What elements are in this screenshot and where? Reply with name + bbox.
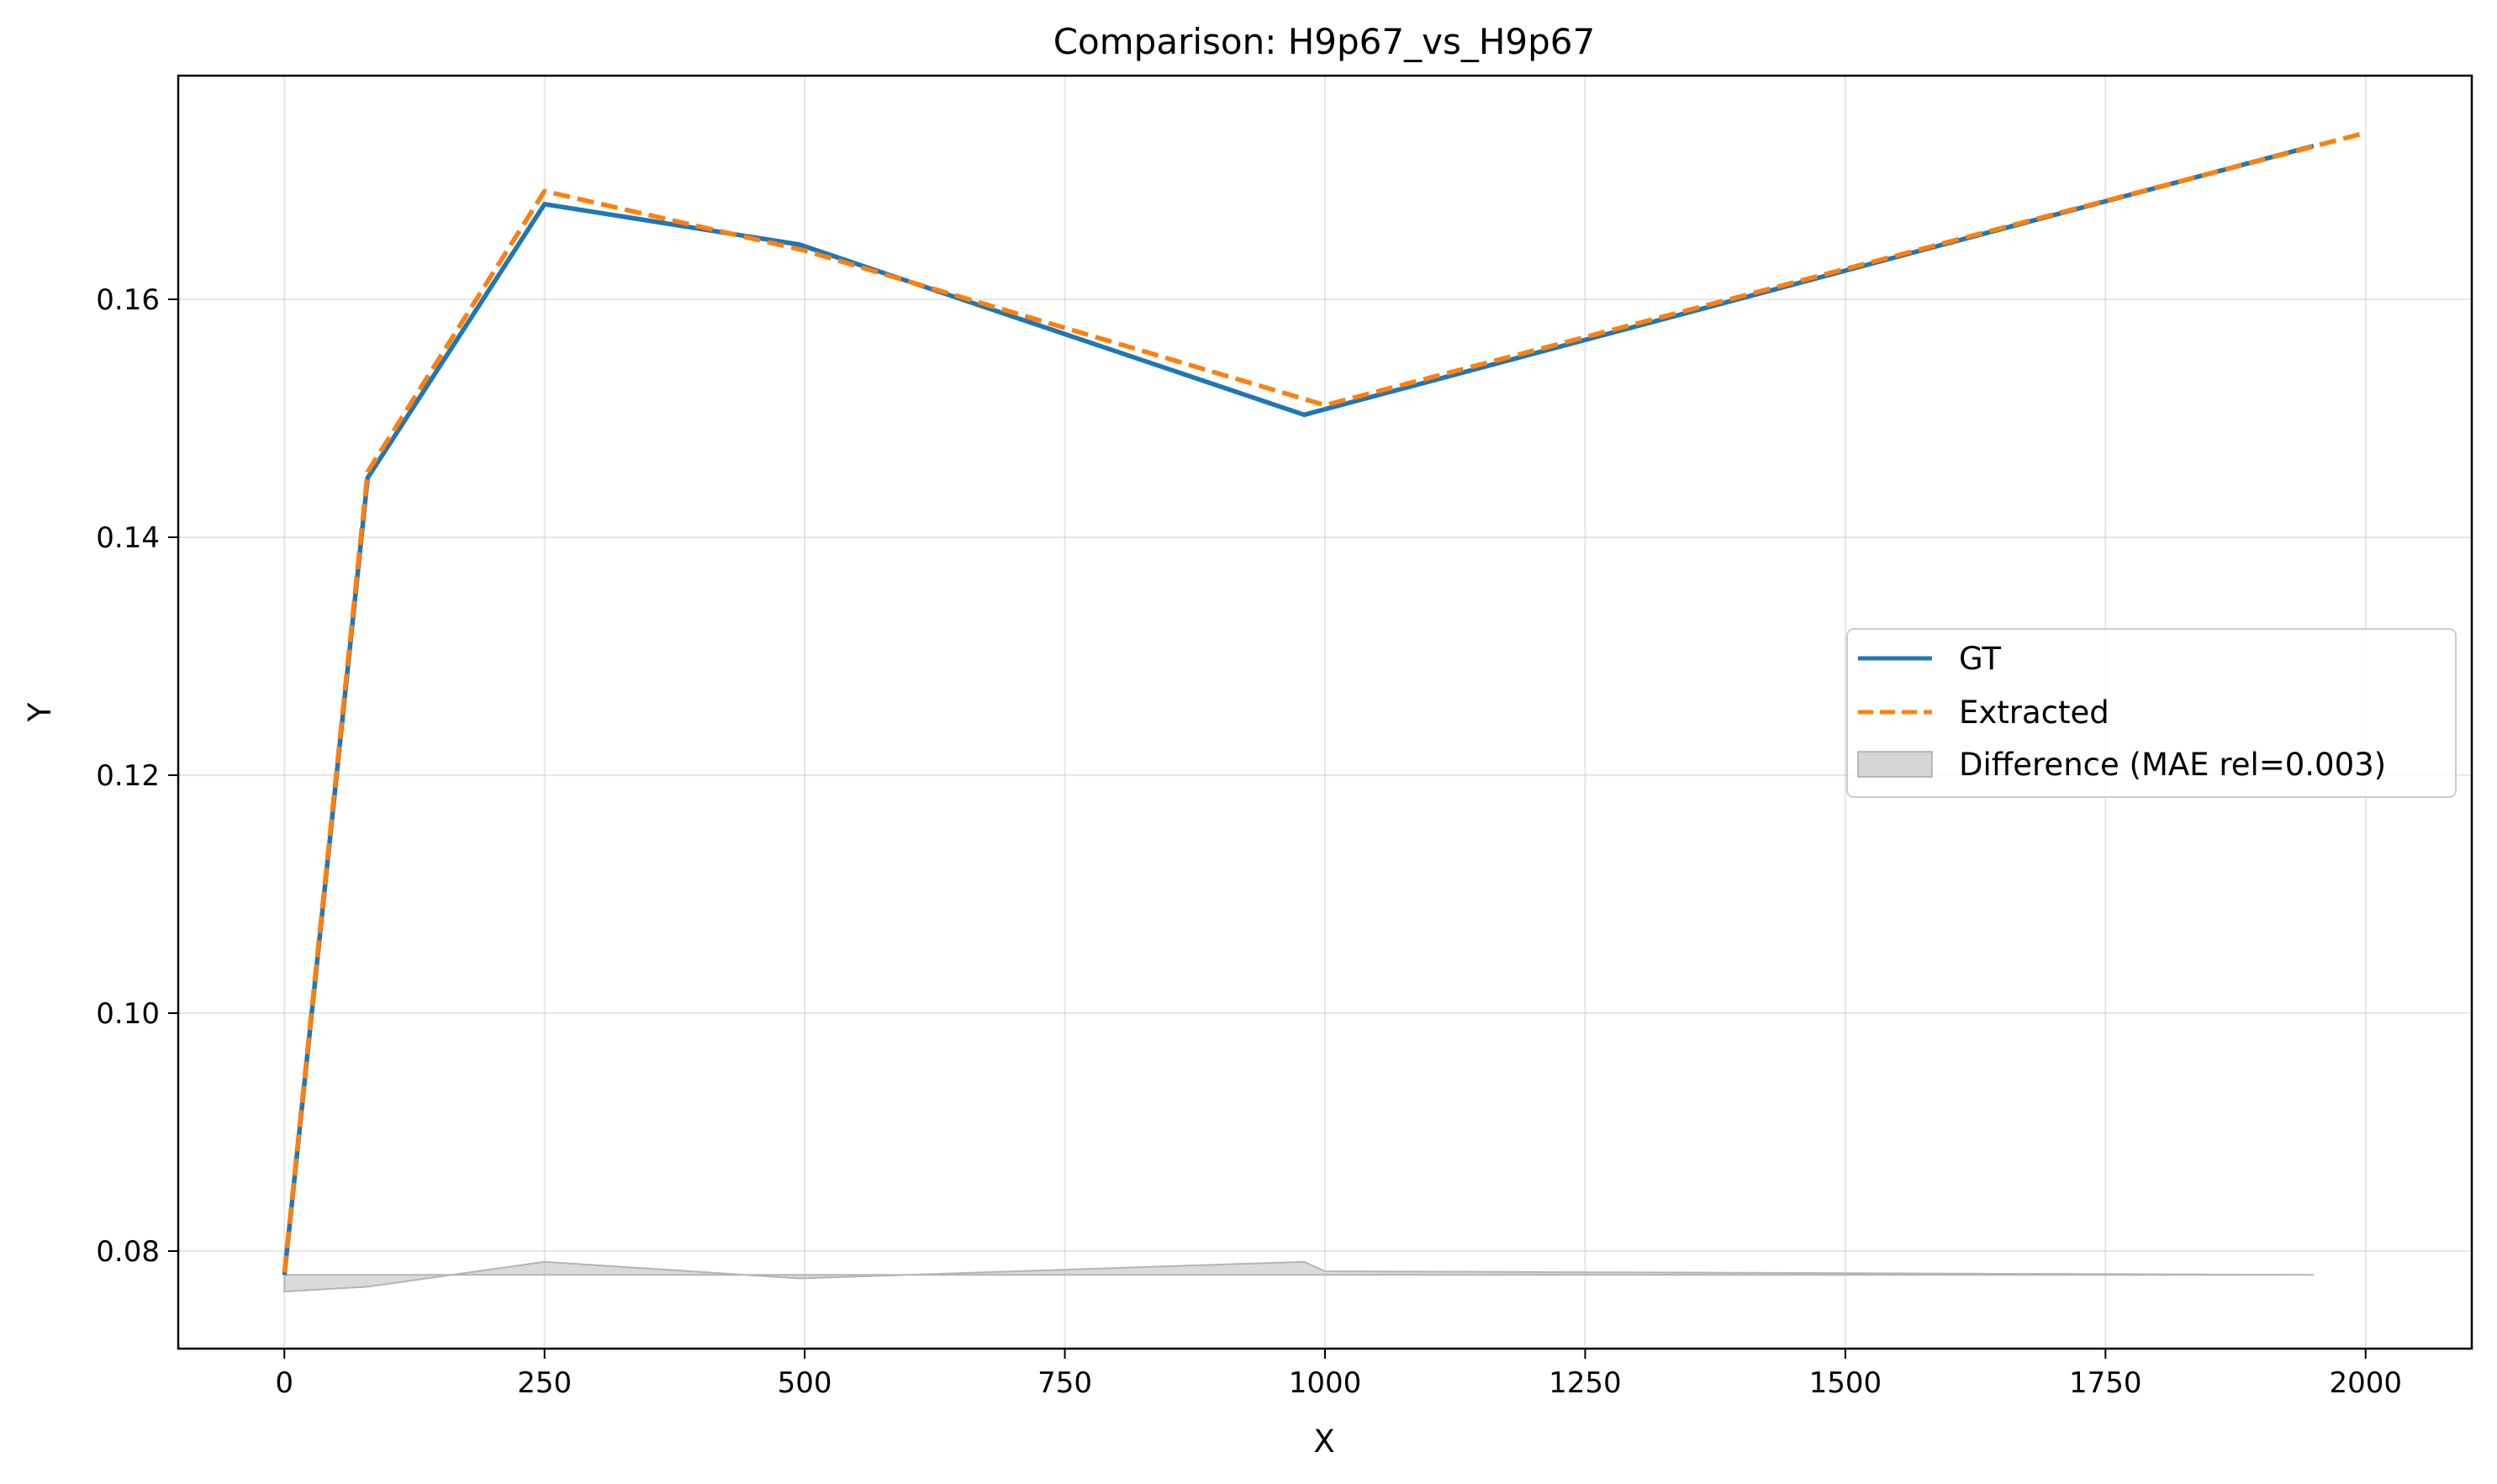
legend: GT Extracted Difference (MAE rel=0.003) xyxy=(1846,628,2457,798)
legend-box xyxy=(1846,628,2457,798)
x-tick-label: 1500 xyxy=(1809,1366,1882,1400)
chart-title: Comparison: H9p67_vs_H9p67 xyxy=(1053,21,1596,62)
y-tick-label: 0.10 xyxy=(96,997,160,1031)
legend-difference-label: Difference (MAE rel=0.003) xyxy=(1959,747,2386,783)
legend-difference-swatch xyxy=(1857,751,1933,778)
x-axis-label: X xyxy=(1313,1423,1334,1460)
x-tick-label: 1000 xyxy=(1289,1366,1362,1400)
difference-layer xyxy=(283,1260,2314,1293)
x-tick-label: 0 xyxy=(275,1366,293,1400)
x-tick-label: 1750 xyxy=(2069,1366,2142,1400)
series-layer xyxy=(282,130,2367,1275)
y-axis-label: Y xyxy=(22,702,58,722)
x-tick-label: 500 xyxy=(778,1366,832,1400)
x-tick-label: 2000 xyxy=(2329,1366,2402,1400)
x-tick-label: 1250 xyxy=(1549,1366,1622,1400)
series-line-extracted xyxy=(282,130,2367,1273)
difference-area xyxy=(283,1260,2314,1293)
y-tick-label: 0.16 xyxy=(96,283,160,317)
y-tick-label: 0.08 xyxy=(96,1235,160,1269)
x-tick-label: 750 xyxy=(1037,1366,1092,1400)
y-tick-label: 0.14 xyxy=(96,521,160,555)
legend-extracted-label: Extracted xyxy=(1959,694,2109,731)
x-axis-ticks: 0 250 500 750 1000 1250 1500 1750 2000 xyxy=(275,1349,2402,1400)
legend-gt-label: GT xyxy=(1959,641,2001,677)
y-axis-ticks: 0.08 0.10 0.12 0.14 0.16 xyxy=(96,283,178,1269)
grid xyxy=(178,76,2472,1349)
x-tick-label: 250 xyxy=(517,1366,572,1400)
y-tick-label: 0.12 xyxy=(96,759,160,793)
